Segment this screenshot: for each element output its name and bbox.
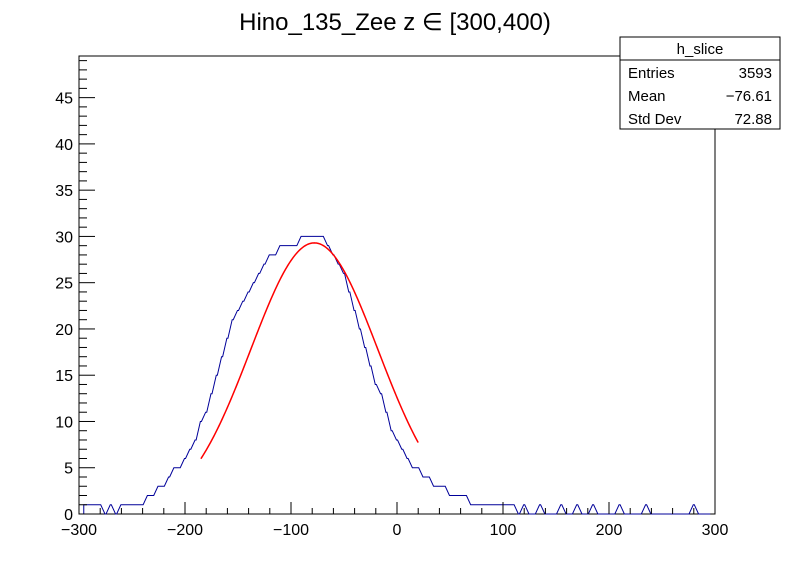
- stats-box: h_slice Entries 3593 Mean −76.61 Std Dev…: [619, 36, 781, 130]
- x-tick-label: 300: [702, 522, 729, 539]
- stats-box-title: h_slice: [677, 41, 724, 58]
- stats-mean-value: −76.61: [726, 88, 772, 105]
- x-axis: −300 −200 −100 0 100 200 300: [61, 502, 728, 539]
- y-tick-label: 45: [55, 91, 73, 108]
- x-tick-label: −300: [61, 522, 97, 539]
- x-tick-label: 200: [596, 522, 623, 539]
- y-tick-label: 30: [55, 229, 73, 246]
- chart-title: Hino_135_Zee z ∈ [300,400): [239, 9, 551, 36]
- y-tick-label: 15: [55, 368, 73, 385]
- stats-mean-label: Mean: [628, 88, 666, 105]
- y-tick-label: 20: [55, 322, 73, 339]
- stats-stddev-label: Std Dev: [628, 111, 682, 128]
- histogram-step-line: [83, 235, 711, 515]
- y-tick-label: 25: [55, 276, 73, 293]
- x-tick-label: −100: [273, 522, 309, 539]
- gaussian-fit-curve: [200, 242, 419, 460]
- x-tick-label: 0: [393, 522, 402, 539]
- stats-entries-label: Entries: [628, 65, 675, 82]
- y-tick-label: 40: [55, 137, 73, 154]
- y-tick-label: 10: [55, 414, 73, 431]
- histogram-series: [83, 235, 711, 515]
- stats-stddev-value: 72.88: [734, 111, 772, 128]
- y-axis: 0 5 10 15 20 25 30 35 40 45: [55, 60, 95, 524]
- stats-entries-value: 3593: [739, 65, 772, 82]
- y-tick-label: 35: [55, 183, 73, 200]
- y-tick-label: 0: [64, 507, 73, 524]
- x-tick-label: 100: [490, 522, 517, 539]
- x-tick-label: −200: [167, 522, 203, 539]
- y-tick-label: 5: [64, 461, 73, 478]
- stats-box-frame: [619, 36, 781, 130]
